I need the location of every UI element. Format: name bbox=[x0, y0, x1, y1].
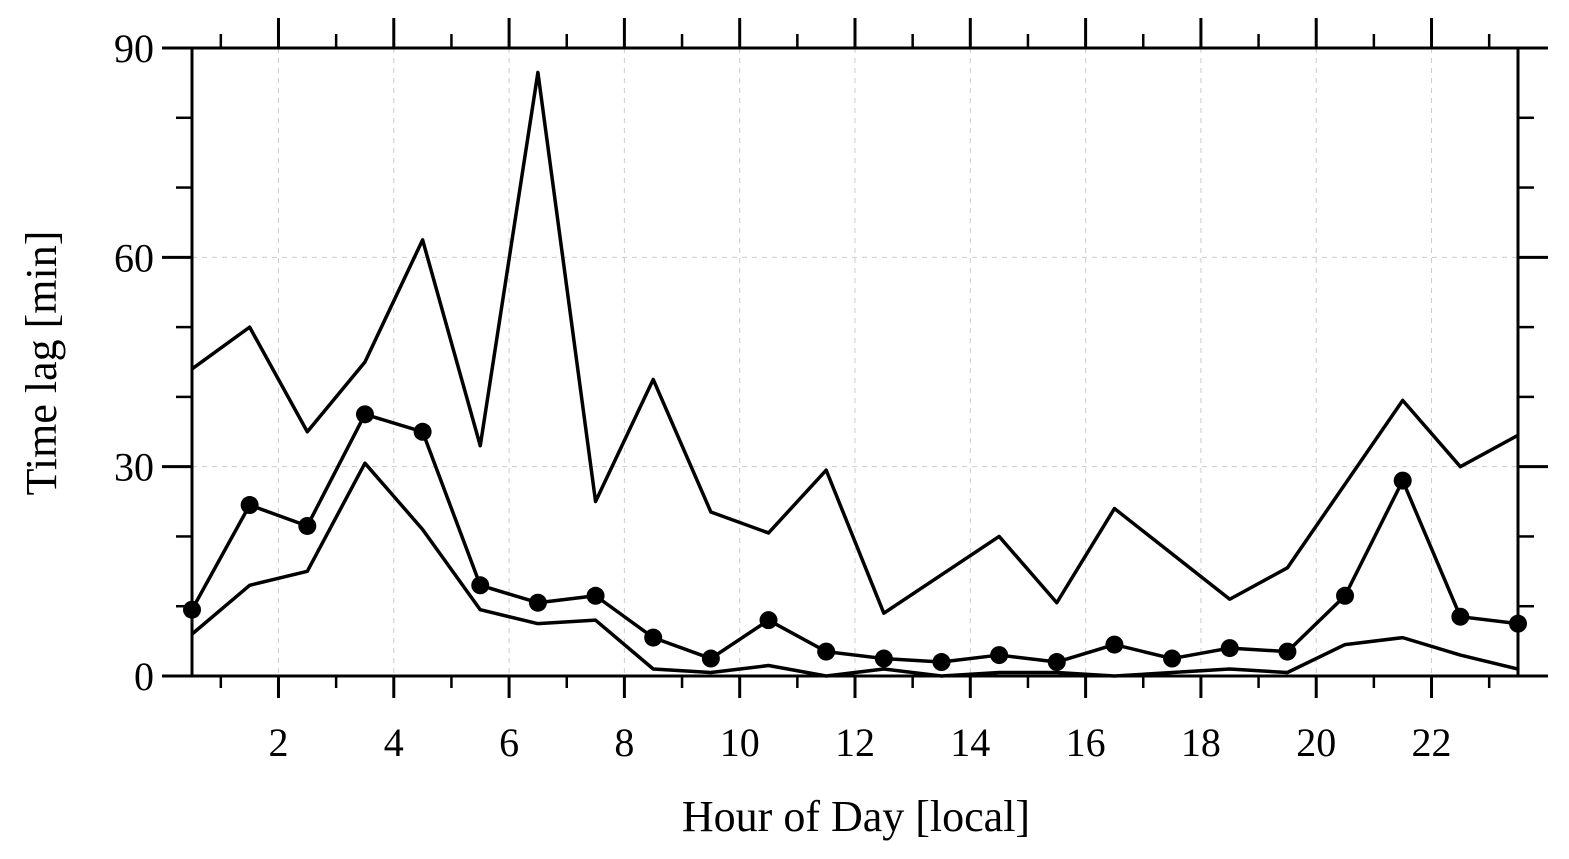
x-tick-label: 20 bbox=[1296, 720, 1336, 765]
y-tick-label: 60 bbox=[114, 235, 154, 280]
series-line-2 bbox=[190, 412, 1519, 664]
x-tick-label: 8 bbox=[614, 720, 634, 765]
y-axis-label: Time lag [min] bbox=[17, 231, 66, 496]
x-tick-label: 18 bbox=[1181, 720, 1221, 765]
series-marker bbox=[413, 422, 432, 441]
x-tick-label: 12 bbox=[835, 720, 875, 765]
series-marker bbox=[298, 516, 317, 535]
series-marker bbox=[701, 649, 720, 668]
series-layer bbox=[183, 70, 1527, 678]
x-tick-label: 22 bbox=[1412, 720, 1452, 765]
series-marker bbox=[240, 496, 259, 515]
x-tick-label: 16 bbox=[1066, 720, 1106, 765]
x-axis-label: Hour of Day [local] bbox=[682, 792, 1030, 841]
series-marker bbox=[817, 642, 836, 661]
grid-lines bbox=[192, 48, 1518, 676]
series-marker bbox=[932, 653, 951, 672]
x-tick-label: 2 bbox=[268, 720, 288, 765]
axis-ticks bbox=[162, 18, 1548, 698]
series-marker bbox=[1047, 653, 1066, 672]
tick-labels: 2 4 6 8 10 12 14 16 18 20 22 0 30 60 90 bbox=[114, 26, 1452, 765]
series-marker bbox=[1336, 586, 1355, 605]
series-marker bbox=[1451, 607, 1470, 626]
x-tick-label: 6 bbox=[499, 720, 519, 765]
series-marker bbox=[355, 405, 374, 424]
series-line-3 bbox=[190, 461, 1519, 678]
series-marker bbox=[1278, 642, 1297, 661]
series-marker bbox=[471, 576, 490, 595]
y-tick-label: 30 bbox=[114, 445, 154, 490]
series-marker bbox=[990, 646, 1009, 665]
series-marker bbox=[586, 586, 605, 605]
x-tick-label: 10 bbox=[720, 720, 760, 765]
x-tick-label: 4 bbox=[384, 720, 404, 765]
series-marker bbox=[644, 628, 663, 647]
y-tick-label: 0 bbox=[134, 654, 154, 699]
series-marker bbox=[1163, 649, 1182, 668]
series-marker bbox=[1220, 639, 1239, 658]
series-marker bbox=[759, 611, 778, 630]
series-marker bbox=[1105, 635, 1124, 654]
x-tick-label: 14 bbox=[950, 720, 990, 765]
series-marker bbox=[528, 593, 547, 612]
series-line-1 bbox=[190, 70, 1519, 615]
series-marker bbox=[1393, 471, 1412, 490]
y-tick-label: 90 bbox=[114, 26, 154, 71]
series-marker bbox=[874, 649, 893, 668]
